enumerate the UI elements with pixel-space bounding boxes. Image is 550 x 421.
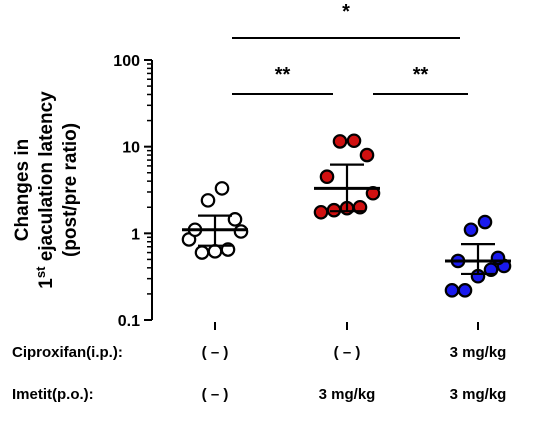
condition-value: ( – ) bbox=[201, 386, 229, 403]
data-point bbox=[444, 283, 460, 298]
data-point bbox=[346, 133, 362, 149]
data-point bbox=[359, 147, 375, 163]
condition-name: Imetit(p.o.): bbox=[12, 386, 94, 403]
data-point bbox=[207, 244, 223, 259]
condition-value: 3 mg/kg bbox=[318, 386, 376, 403]
significance-label: * bbox=[342, 1, 350, 23]
y-tick-label: 1 bbox=[131, 226, 140, 243]
significance-brackets: *** ** bbox=[232, 1, 468, 95]
significance-label: ** bbox=[275, 64, 291, 86]
condition-value: 3 mg/kg bbox=[449, 386, 507, 403]
significance-label: ** bbox=[413, 64, 429, 86]
group-g3 bbox=[444, 214, 512, 298]
y-axis-label-line: (post/pre ratio) bbox=[60, 123, 81, 257]
data-point bbox=[214, 181, 230, 196]
data-point bbox=[200, 193, 216, 208]
data-point bbox=[194, 245, 210, 260]
condition-value: 3 mg/kg bbox=[449, 344, 507, 361]
data-point bbox=[477, 214, 493, 230]
group-g2 bbox=[313, 133, 381, 220]
y-tick-label: 0.1 bbox=[118, 313, 140, 330]
data-point bbox=[457, 283, 473, 298]
data-point bbox=[332, 134, 348, 149]
y-tick-label: 100 bbox=[113, 53, 140, 70]
group-g1 bbox=[181, 181, 249, 260]
y-axis-label-line: Changes in bbox=[12, 139, 33, 241]
y-tick-label: 10 bbox=[122, 140, 140, 157]
condition-value: ( – ) bbox=[201, 344, 229, 361]
y-axis: 0.1 1 10 100 bbox=[113, 53, 479, 330]
condition-name: Ciproxifan(i.p.): bbox=[12, 344, 123, 361]
y-axis-label-line: 1st ejaculation latency bbox=[33, 91, 58, 289]
condition-value: ( – ) bbox=[333, 344, 361, 361]
data-point bbox=[313, 204, 329, 220]
data-point bbox=[463, 222, 479, 238]
data-point bbox=[233, 224, 249, 239]
data-groups bbox=[181, 133, 512, 298]
data-point bbox=[319, 169, 335, 185]
